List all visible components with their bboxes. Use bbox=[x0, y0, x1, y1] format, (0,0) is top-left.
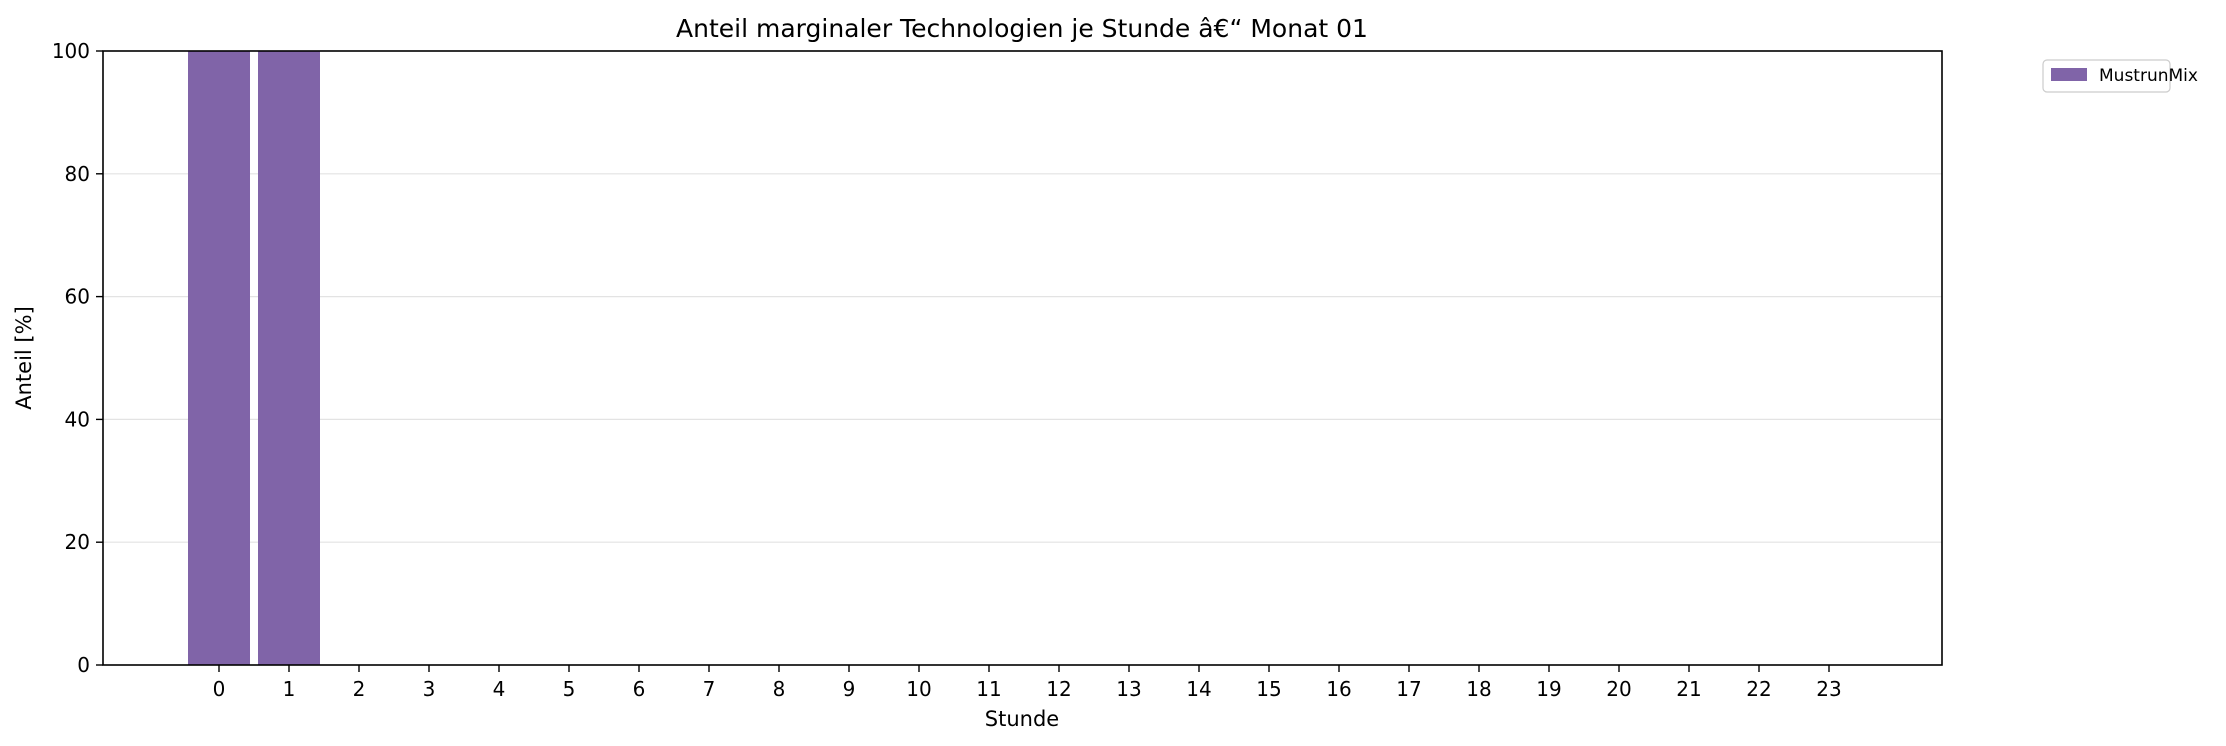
x-tick-label: 13 bbox=[1116, 677, 1141, 701]
x-tick-label: 19 bbox=[1536, 677, 1561, 701]
legend-label: MustrunMix bbox=[2099, 66, 2198, 86]
x-axis: 0 1 2 3 4 5 6 7 8 9 10 11 12 13 14 15 16 17 18 19 20 21 22 23 bbox=[213, 665, 1842, 701]
y-tick-label: 0 bbox=[77, 653, 90, 677]
x-tick-label: 12 bbox=[1046, 677, 1071, 701]
x-tick-label: 11 bbox=[976, 677, 1001, 701]
y-tick-label: 40 bbox=[65, 407, 90, 431]
x-tick-label: 0 bbox=[213, 677, 226, 701]
y-axis-title: Anteil [%] bbox=[12, 306, 36, 410]
x-tick-label: 9 bbox=[843, 677, 856, 701]
y-tick-label: 100 bbox=[52, 39, 90, 63]
x-tick-label: 6 bbox=[633, 677, 646, 701]
bar bbox=[188, 51, 250, 665]
legend-swatch bbox=[2051, 68, 2087, 81]
x-tick-label: 4 bbox=[493, 677, 506, 701]
x-tick-label: 1 bbox=[283, 677, 296, 701]
y-tick-label: 20 bbox=[65, 530, 90, 554]
x-tick-label: 18 bbox=[1466, 677, 1491, 701]
gridlines bbox=[103, 173, 1942, 543]
legend: MustrunMix bbox=[2042, 59, 2198, 93]
x-tick-label: 23 bbox=[1816, 677, 1841, 701]
bars bbox=[188, 51, 320, 665]
x-tick-label: 5 bbox=[563, 677, 576, 701]
x-tick-label: 22 bbox=[1746, 677, 1771, 701]
x-tick-label: 15 bbox=[1256, 677, 1281, 701]
x-tick-label: 2 bbox=[353, 677, 366, 701]
x-tick-label: 16 bbox=[1326, 677, 1351, 701]
plot-frame bbox=[102, 50, 1943, 666]
bar bbox=[258, 51, 320, 665]
x-tick-label: 10 bbox=[906, 677, 931, 701]
x-tick-label: 7 bbox=[703, 677, 716, 701]
y-axis: 0 20 40 60 80 100 bbox=[52, 39, 103, 677]
y-tick-label: 80 bbox=[65, 162, 90, 186]
chart-title: Anteil marginaler Technologien je Stunde… bbox=[676, 14, 1368, 43]
y-tick-label: 60 bbox=[65, 285, 90, 309]
x-tick-label: 20 bbox=[1606, 677, 1631, 701]
x-tick-label: 14 bbox=[1186, 677, 1211, 701]
x-tick-label: 17 bbox=[1396, 677, 1421, 701]
x-tick-label: 3 bbox=[423, 677, 436, 701]
x-axis-title: Stunde bbox=[985, 707, 1059, 731]
x-tick-label: 21 bbox=[1676, 677, 1701, 701]
x-tick-label: 8 bbox=[773, 677, 786, 701]
